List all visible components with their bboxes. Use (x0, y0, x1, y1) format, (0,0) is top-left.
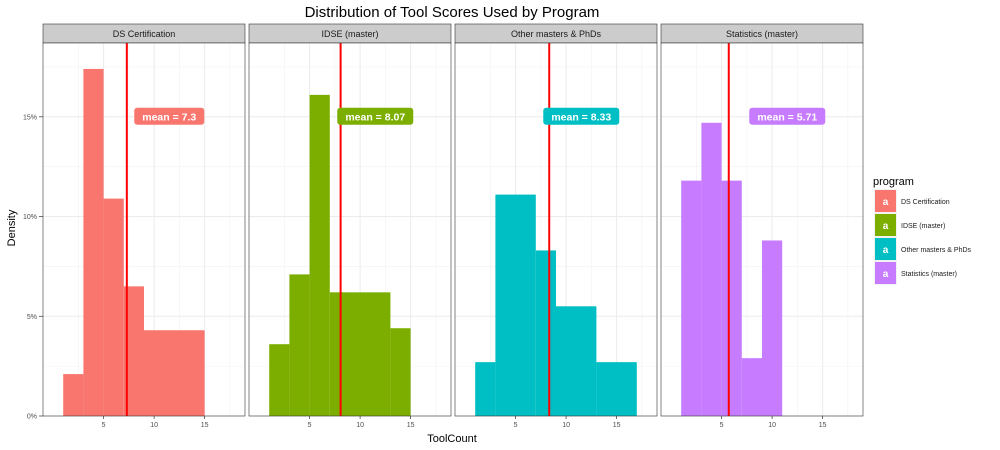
facet-panel: Other masters & PhDs mean = 8.33 5 10 15 (454, 23, 658, 429)
legend-key-glyph: a (883, 221, 889, 232)
histogram-bar (123, 286, 144, 416)
histogram-bar (103, 198, 124, 416)
legend-entry: a Other masters & PhDs (874, 237, 972, 261)
legend-key-glyph: a (883, 197, 889, 208)
facet-strip-label: Statistics (master) (726, 29, 798, 39)
panel-border (42, 42, 246, 417)
panel-border (248, 42, 452, 417)
mean-label: mean = 7.3 (142, 112, 196, 124)
legend-entry-label: Statistics (master) (901, 271, 957, 278)
histogram-bar (556, 306, 597, 416)
y-tick-label: 15% (23, 114, 37, 121)
y-tick-label: 5% (27, 314, 37, 321)
legend-keys: a DS Certification a IDSE (master) a Other ma… (874, 189, 972, 285)
legend-entry: a DS Certification (874, 189, 950, 213)
legend-key-glyph: a (883, 245, 889, 256)
histogram-bar (63, 374, 84, 416)
y-axis-title: Density (6, 209, 18, 246)
histogram-bar (475, 362, 496, 416)
panel-border (660, 42, 864, 417)
y-tick-label: 10% (23, 214, 37, 221)
legend-entry-label: IDSE (master) (901, 223, 945, 230)
x-tick-label: 15 (819, 422, 827, 429)
mean-label-box (749, 107, 826, 125)
facet-panel: DS Certification mean = 7.3 5 10 15 (42, 23, 246, 429)
facet-strip-label: DS Certification (113, 29, 176, 39)
histogram-bar (329, 292, 391, 416)
histogram-bar (535, 250, 556, 416)
x-tick-label: 10 (562, 422, 570, 429)
x-tick-label: 5 (102, 422, 106, 429)
x-tick-label: 10 (356, 422, 364, 429)
histogram-bar (289, 274, 310, 416)
legend-entry-label: Other masters & PhDs (901, 247, 972, 254)
facet-panel: IDSE (master) mean = 8.07 5 10 15 (248, 23, 452, 429)
panel-border (454, 42, 658, 417)
y-tick-label: 0% (27, 414, 37, 421)
x-tick-label: 10 (150, 422, 158, 429)
histogram-bar (309, 94, 330, 416)
legend-key-swatch (875, 214, 896, 236)
histogram-bar (144, 330, 205, 416)
x-axis-title: ToolCount (427, 433, 477, 445)
facet-strip-label: Other masters & PhDs (511, 29, 602, 39)
mean-label-box (337, 107, 414, 125)
mean-label: mean = 8.33 (551, 112, 611, 124)
histogram-bar (741, 358, 762, 416)
mean-label: mean = 5.71 (757, 112, 817, 124)
facet-strip-label: IDSE (master) (321, 29, 378, 39)
histogram-bar (762, 240, 783, 416)
x-tick-label: 15 (407, 422, 415, 429)
legend-key-swatch (875, 238, 896, 260)
legend-entry: a Statistics (master) (874, 261, 957, 285)
legend-key-swatch (875, 262, 896, 284)
mean-label-box (543, 107, 620, 125)
histogram-bar (681, 180, 702, 416)
legend-key-glyph: a (883, 269, 889, 280)
x-tick-label: 10 (768, 422, 776, 429)
chart-title: Distribution of Tool Scores Used by Prog… (305, 4, 600, 21)
histogram-bar (390, 328, 411, 416)
legend-entry-label: DS Certification (901, 199, 950, 206)
histogram-bar (701, 122, 722, 416)
legend-title: program (873, 176, 914, 188)
legend-key-swatch (875, 190, 896, 212)
x-tick-label: 5 (720, 422, 724, 429)
x-tick-label: 5 (514, 422, 518, 429)
histogram-bar (596, 362, 637, 416)
histogram-bar (495, 194, 536, 416)
x-tick-label: 15 (613, 422, 621, 429)
histogram-bar (721, 180, 742, 416)
y-tick-labels: 0% 5% 10% 15% (23, 114, 43, 421)
x-tick-label: 5 (308, 422, 312, 429)
x-tick-label: 15 (201, 422, 209, 429)
legend-entry: a IDSE (master) (874, 213, 945, 237)
histogram-bar (269, 344, 290, 416)
mean-label: mean = 8.07 (345, 112, 405, 124)
facet-panel: Statistics (master) mean = 5.71 5 10 15 (660, 23, 864, 429)
mean-label-box (134, 107, 205, 125)
histogram-bar (83, 68, 104, 416)
